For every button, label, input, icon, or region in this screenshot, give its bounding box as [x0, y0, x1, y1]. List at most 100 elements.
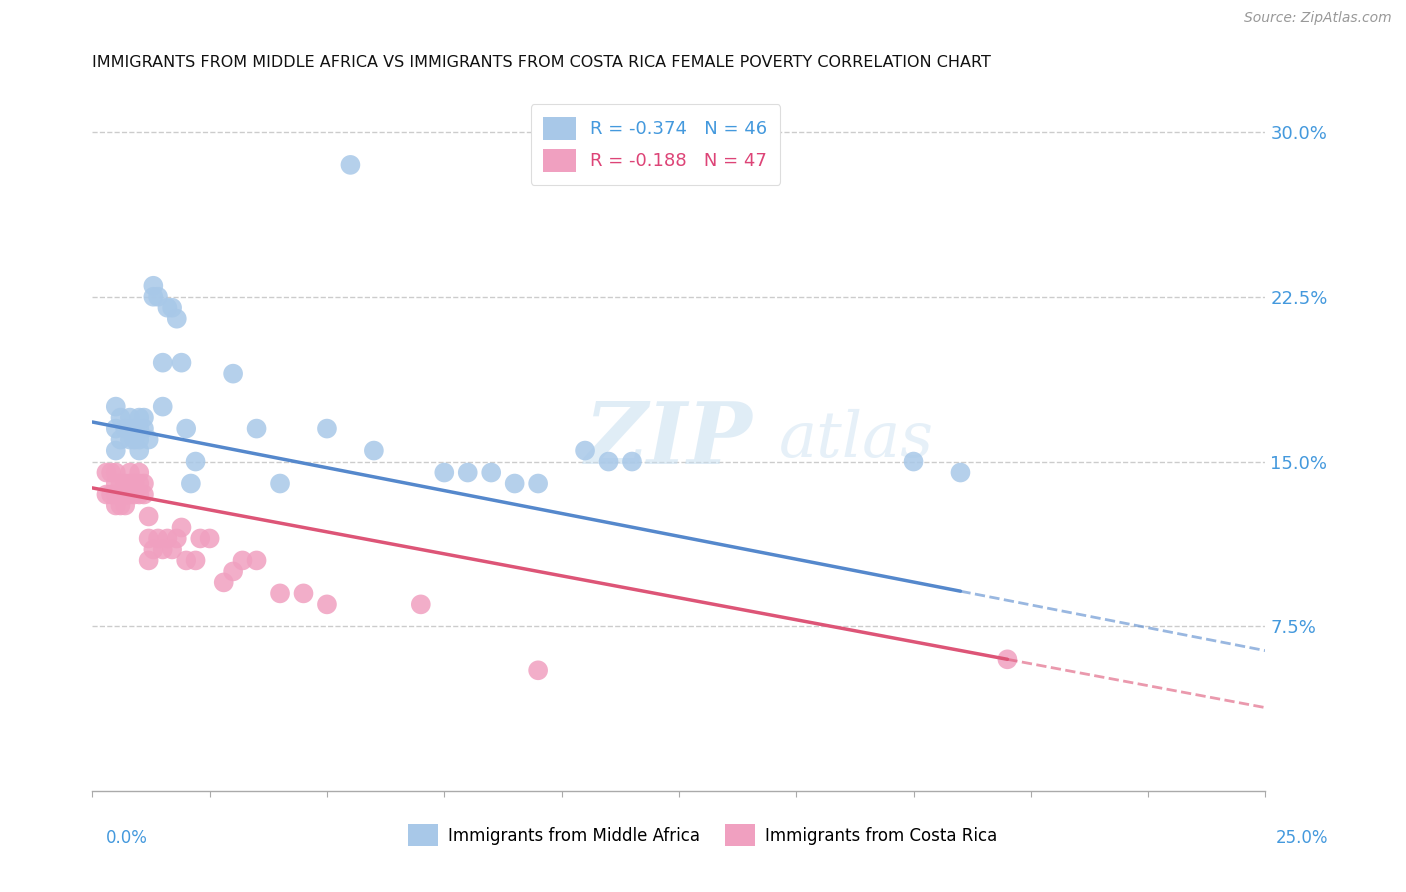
Point — [409, 598, 432, 612]
Point — [124, 487, 146, 501]
Point — [574, 443, 596, 458]
Point — [995, 652, 1018, 666]
Point — [114, 499, 136, 513]
Point — [146, 290, 169, 304]
Point — [188, 532, 211, 546]
Point — [170, 520, 193, 534]
Point — [104, 487, 127, 501]
Point — [949, 466, 972, 480]
Text: atlas: atlas — [779, 409, 934, 470]
Point — [245, 553, 267, 567]
Point — [457, 466, 479, 480]
Point — [110, 433, 132, 447]
Point — [128, 421, 150, 435]
Point — [138, 433, 160, 447]
Point — [124, 476, 146, 491]
Point — [174, 421, 197, 435]
Point — [269, 476, 291, 491]
Point — [269, 586, 291, 600]
Legend: Immigrants from Middle Africa, Immigrants from Costa Rica: Immigrants from Middle Africa, Immigrant… — [402, 818, 1004, 853]
Point — [118, 433, 141, 447]
Point — [104, 499, 127, 513]
Point — [118, 466, 141, 480]
Point — [132, 487, 155, 501]
Point — [138, 553, 160, 567]
Point — [184, 454, 207, 468]
Point — [138, 509, 160, 524]
Point — [132, 410, 155, 425]
Point — [142, 278, 165, 293]
Point — [110, 499, 132, 513]
Point — [433, 466, 456, 480]
Point — [245, 421, 267, 435]
Text: 25.0%: 25.0% — [1277, 829, 1329, 847]
Text: 0.0%: 0.0% — [105, 829, 148, 847]
Point — [118, 410, 141, 425]
Point — [152, 400, 174, 414]
Point — [114, 476, 136, 491]
Legend: R = -0.374   N = 46, R = -0.188   N = 47: R = -0.374 N = 46, R = -0.188 N = 47 — [531, 104, 780, 185]
Point — [174, 553, 197, 567]
Point — [100, 487, 122, 501]
Point — [620, 454, 643, 468]
Point — [142, 542, 165, 557]
Text: Source: ZipAtlas.com: Source: ZipAtlas.com — [1244, 12, 1392, 25]
Point — [160, 542, 183, 557]
Point — [527, 663, 550, 677]
Point — [96, 466, 118, 480]
Point — [110, 476, 132, 491]
Point — [156, 532, 179, 546]
Point — [96, 487, 118, 501]
Point — [104, 443, 127, 458]
Point — [114, 421, 136, 435]
Point — [212, 575, 235, 590]
Point — [132, 476, 155, 491]
Point — [166, 311, 188, 326]
Point — [104, 400, 127, 414]
Text: ZIP: ZIP — [585, 398, 754, 482]
Point — [146, 532, 169, 546]
Point — [128, 476, 150, 491]
Point — [128, 487, 150, 501]
Point — [598, 454, 620, 468]
Point — [114, 487, 136, 501]
Point — [292, 586, 315, 600]
Point — [222, 565, 245, 579]
Point — [128, 466, 150, 480]
Point — [503, 476, 526, 491]
Point — [104, 476, 127, 491]
Point — [160, 301, 183, 315]
Point — [138, 532, 160, 546]
Point — [170, 356, 193, 370]
Point — [316, 421, 339, 435]
Point — [152, 356, 174, 370]
Point — [198, 532, 221, 546]
Point — [118, 476, 141, 491]
Point — [142, 290, 165, 304]
Point — [479, 466, 502, 480]
Point — [316, 598, 339, 612]
Point — [180, 476, 202, 491]
Point — [231, 553, 253, 567]
Point — [339, 158, 361, 172]
Point — [152, 542, 174, 557]
Point — [184, 553, 207, 567]
Text: IMMIGRANTS FROM MIDDLE AFRICA VS IMMIGRANTS FROM COSTA RICA FEMALE POVERTY CORRE: IMMIGRANTS FROM MIDDLE AFRICA VS IMMIGRA… — [93, 55, 991, 70]
Point — [128, 433, 150, 447]
Point — [118, 421, 141, 435]
Point — [527, 476, 550, 491]
Point — [124, 433, 146, 447]
Point — [100, 466, 122, 480]
Point — [903, 454, 925, 468]
Point — [128, 410, 150, 425]
Point — [124, 421, 146, 435]
Point — [118, 487, 141, 501]
Point — [132, 421, 155, 435]
Point — [222, 367, 245, 381]
Point — [110, 410, 132, 425]
Point — [104, 421, 127, 435]
Point — [166, 532, 188, 546]
Point — [156, 301, 179, 315]
Point — [104, 466, 127, 480]
Point — [363, 443, 385, 458]
